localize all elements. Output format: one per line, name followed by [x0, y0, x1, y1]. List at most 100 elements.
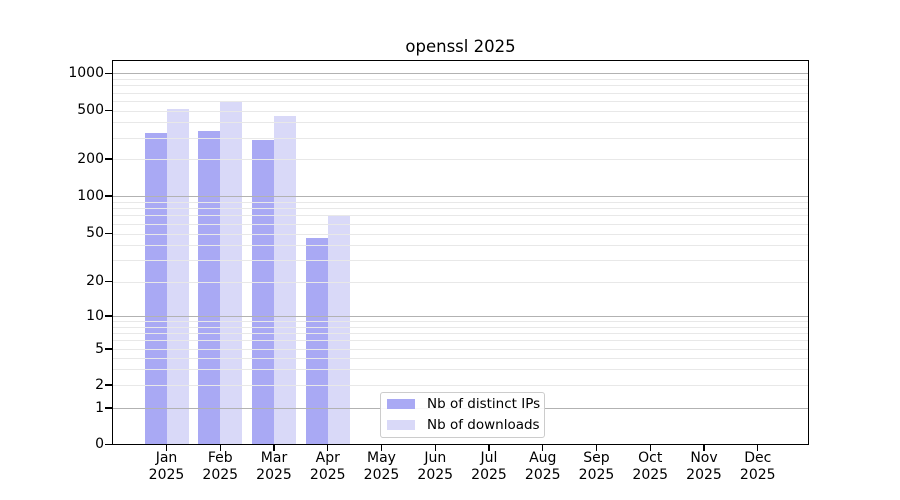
y-tick-label: 10	[86, 307, 104, 324]
x-tick-month: Feb	[207, 449, 233, 466]
bar-feb-series0	[198, 131, 221, 445]
x-tick-mark	[327, 444, 329, 451]
y-tick-mark	[105, 348, 112, 350]
bar-jan-series0	[144, 132, 167, 445]
gridline-minor	[112, 245, 809, 247]
x-tick-label: Sep 2025	[565, 450, 629, 485]
x-tick-year: 2025	[363, 467, 400, 483]
y-tick-label: 1	[95, 399, 104, 416]
y-tick-mark	[105, 407, 112, 409]
gridline-minor	[112, 332, 809, 334]
x-tick-month: Apr	[315, 449, 340, 466]
x-tick-year: 2025	[202, 467, 239, 483]
gridline-minor	[112, 92, 809, 94]
x-tick-label: Oct 2025	[618, 450, 682, 485]
x-tick-month: Jun	[424, 449, 447, 466]
x-tick-mark	[219, 444, 221, 451]
gridline-major	[112, 316, 809, 317]
gridline-minor	[112, 321, 809, 323]
y-tick-label: 500	[77, 102, 104, 119]
y-tick-mark	[105, 232, 112, 235]
x-tick-year: 2025	[739, 467, 776, 483]
x-tick-mark	[273, 444, 275, 451]
legend-label: Nb of downloads	[427, 417, 540, 433]
gridline-minor	[112, 137, 809, 139]
gridline-minor	[112, 385, 809, 386]
x-tick-month: Nov	[690, 449, 718, 466]
y-tick-label: 0	[95, 436, 104, 452]
x-tick-label: Aug 2025	[511, 450, 575, 485]
gridline-minor	[112, 260, 809, 262]
x-tick-mark	[542, 444, 544, 451]
plot-area	[112, 60, 809, 445]
x-tick-label: Mar 2025	[242, 450, 306, 485]
y-tick-mark	[105, 110, 112, 112]
gridline-minor	[112, 349, 809, 350]
legend-swatch-series0	[387, 399, 415, 409]
gridline-minor	[112, 233, 809, 235]
gridline-minor	[112, 110, 809, 112]
x-tick-month: Jan	[155, 449, 178, 466]
gridline-minor	[112, 201, 809, 203]
gridline-minor	[112, 326, 809, 328]
x-tick-month: Mar	[260, 449, 288, 466]
legend-row: Nb of downloads	[387, 417, 540, 433]
gridline-minor	[112, 340, 809, 342]
x-tick-year: 2025	[309, 467, 346, 483]
bar-apr-series1	[327, 215, 350, 445]
x-tick-year: 2025	[148, 467, 185, 483]
y-tick-mark	[105, 158, 112, 160]
x-tick-label: May 2025	[350, 450, 414, 485]
legend-swatch-series1	[387, 420, 415, 430]
legend: Nb of distinct IPs Nb of downloads	[380, 391, 545, 438]
y-tick-label: 5	[95, 340, 104, 357]
x-tick-month: May	[367, 449, 396, 466]
x-tick-month: Jul	[480, 449, 498, 466]
x-tick-month: Oct	[638, 449, 663, 466]
gridline-minor	[112, 100, 809, 102]
x-tick-mark	[757, 444, 759, 451]
x-tick-label: Jan 2025	[135, 450, 199, 485]
x-tick-mark	[488, 444, 490, 451]
gridline-major	[112, 196, 809, 197]
bar-jan-series1	[166, 108, 189, 445]
x-tick-label: Jun 2025	[403, 450, 467, 485]
legend-row: Nb of distinct IPs	[387, 396, 540, 412]
bar-mar-series0	[252, 140, 274, 445]
x-tick-year: 2025	[471, 467, 507, 483]
gridline-minor	[112, 85, 809, 87]
gridline-minor	[112, 281, 809, 283]
x-tick-label: Apr 2025	[296, 450, 360, 485]
gridline-major	[112, 73, 809, 75]
gridline-minor	[112, 159, 809, 160]
gridline-minor	[112, 369, 809, 371]
x-tick-label: Jul 2025	[457, 450, 521, 485]
y-tick-label: 50	[86, 225, 104, 241]
gridline-minor	[112, 223, 809, 225]
y-tick-mark	[105, 315, 112, 317]
y-tick-label: 100	[77, 187, 104, 204]
x-tick-mark	[649, 444, 651, 451]
chart-title: openssl 2025	[405, 37, 516, 56]
y-tick-mark	[105, 443, 112, 446]
x-tick-month: Sep	[583, 449, 610, 466]
bar-mar-series1	[274, 115, 296, 445]
x-tick-mark	[165, 444, 168, 451]
y-tick-mark	[105, 72, 112, 74]
gridline-minor	[112, 208, 809, 210]
gridline-minor	[112, 357, 809, 359]
y-tick-label: 20	[86, 273, 104, 289]
gridline-minor	[112, 122, 809, 124]
gridline-minor	[112, 78, 809, 80]
x-tick-mark	[595, 444, 598, 451]
x-tick-year: 2025	[256, 467, 292, 483]
x-tick-year: 2025	[417, 467, 454, 483]
x-tick-mark	[703, 444, 705, 451]
gridline-minor	[112, 215, 809, 217]
y-tick-label: 1000	[68, 64, 104, 81]
x-tick-mark	[380, 444, 383, 451]
y-tick-mark	[105, 384, 112, 386]
x-tick-year: 2025	[578, 467, 615, 483]
y-tick-mark	[105, 195, 112, 197]
